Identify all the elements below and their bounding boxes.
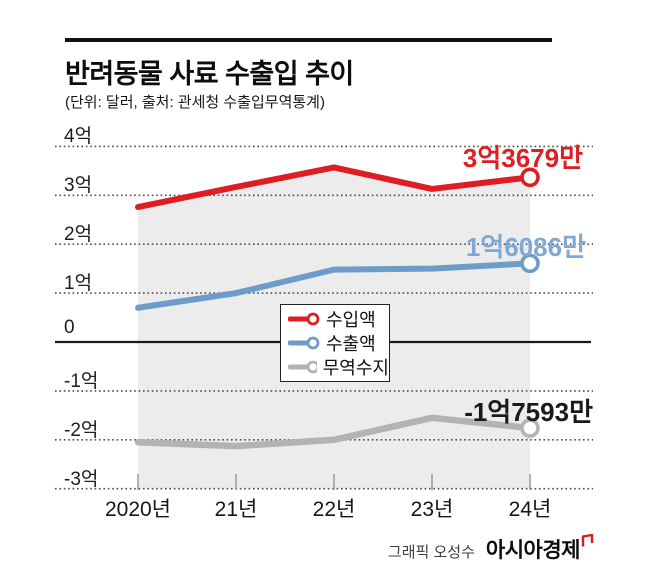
- x-axis-label-21년: 21년: [214, 498, 258, 521]
- end-marker-수출액: [520, 253, 540, 274]
- chart-subtitle: (단위: 달러, 출처: 관세청 수출입무역통계): [65, 94, 325, 111]
- legend-item-수출액: 수출액: [288, 331, 389, 355]
- legend-label: 수출액: [326, 334, 376, 354]
- credit-byline: 그래픽 오성수: [387, 544, 475, 561]
- x-axis-label-24년: 24년: [508, 498, 552, 521]
- y-axis-label--2억: -2억: [64, 419, 99, 441]
- credit-line: 그래픽 오성수 아시아경제: [388, 534, 594, 564]
- legend-label: 수입액: [326, 310, 376, 330]
- y-axis-label--3억: -3억: [64, 468, 99, 490]
- y-axis-label-3억: 3억: [64, 175, 93, 197]
- end-marker-무역수지: [520, 418, 540, 438]
- legend-line-marker-icon: [288, 312, 320, 326]
- legend-item-수입액: 수입액: [288, 307, 389, 331]
- value-label-imports: 3억3679만: [462, 143, 583, 173]
- legend-label: 무역수지: [322, 358, 389, 378]
- legend-line-marker-icon: [288, 360, 317, 374]
- top-rule-divider: [65, 38, 552, 42]
- x-axis-label-23년: 23년: [410, 498, 454, 521]
- series-line-무역수지: [134, 414, 534, 450]
- brand-logo-icon: [581, 534, 594, 547]
- legend-item-무역수지: 무역수지: [288, 355, 389, 379]
- value-label-balance: -1억7593만: [464, 397, 593, 427]
- y-axis-label-0: 0: [64, 317, 75, 338]
- brand-wrap: 아시아경제: [486, 534, 594, 564]
- brand-name: 아시아경제: [485, 539, 581, 562]
- x-axis-label-22년: 22년: [312, 498, 356, 521]
- value-label-exports: 1억6086만: [465, 232, 586, 262]
- y-axis-label--1억: -1억: [64, 370, 99, 392]
- series-line-수출액: [135, 260, 533, 311]
- x-axis-label-2020년: 2020년: [104, 498, 172, 521]
- end-marker-수입액: [520, 167, 540, 188]
- y-axis-label-2억: 2억: [64, 224, 93, 246]
- y-axis-label-4억: 4억: [64, 126, 93, 148]
- legend-line-marker-icon: [288, 336, 320, 350]
- chart-title: 반려동물 사료 수출입 추이: [65, 59, 354, 89]
- series-line-수입액: [135, 164, 533, 211]
- y-axis-label-1억: 1억: [64, 273, 93, 295]
